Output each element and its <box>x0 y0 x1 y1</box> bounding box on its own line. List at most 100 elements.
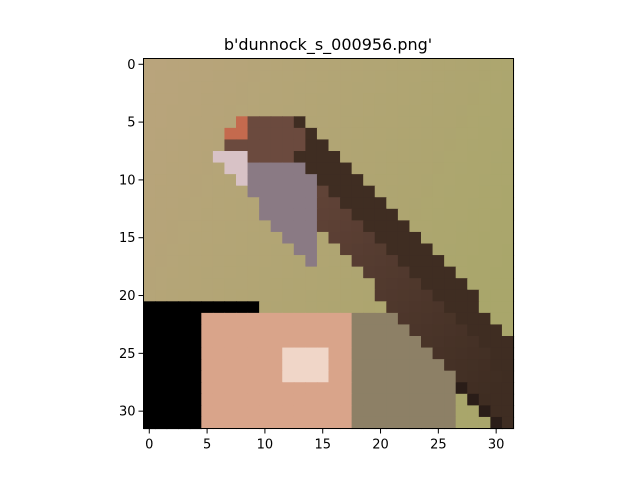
image-pixel <box>340 359 353 372</box>
image-pixel <box>467 359 480 372</box>
image-pixel <box>201 151 214 164</box>
image-pixel <box>259 278 272 291</box>
image-pixel <box>386 278 399 291</box>
image-pixel <box>490 243 503 256</box>
image-pixel <box>363 393 376 406</box>
image-pixel <box>328 347 341 360</box>
image-pixel <box>374 255 387 268</box>
image-pixel <box>421 127 434 141</box>
image-pixel <box>259 151 272 164</box>
image-pixel <box>432 231 445 245</box>
image-pixel <box>340 393 353 406</box>
image-pixel <box>178 266 191 279</box>
image-pixel <box>282 255 295 268</box>
image-pixel <box>212 416 226 430</box>
image-pixel <box>501 174 515 187</box>
image-pixel <box>305 301 318 314</box>
image-pixel <box>236 139 249 152</box>
image-pixel <box>316 151 330 164</box>
image-pixel <box>386 174 399 187</box>
image-pixel <box>478 416 491 430</box>
image-pixel <box>201 278 214 291</box>
image-pixel <box>409 266 422 279</box>
image-pixel <box>316 104 330 117</box>
image-pixel <box>224 347 237 360</box>
image-pixel <box>316 416 330 430</box>
image-pixel <box>421 220 434 233</box>
image-pixel <box>340 58 353 71</box>
image-pixel <box>444 93 457 106</box>
image-pixel <box>293 255 306 268</box>
image-pixel <box>501 220 515 233</box>
image-pixel <box>455 405 468 418</box>
image-pixel <box>259 266 272 279</box>
image-pixel <box>189 370 202 383</box>
image-pixel <box>270 324 283 337</box>
image-pixel <box>467 70 480 83</box>
image-pixel <box>201 139 214 152</box>
image-pixel <box>236 382 249 395</box>
image-pixel <box>282 93 295 106</box>
image-pixel <box>432 382 445 395</box>
pixel-image <box>143 58 515 430</box>
image-pixel <box>409 208 422 221</box>
image-pixel <box>282 185 295 198</box>
image-pixel <box>270 185 283 198</box>
image-pixel <box>282 197 295 210</box>
image-pixel <box>143 278 156 291</box>
image-pixel <box>386 324 399 337</box>
image-pixel <box>236 151 249 164</box>
image-pixel <box>455 382 468 395</box>
image-pixel <box>374 220 387 233</box>
image-pixel <box>490 151 503 164</box>
image-pixel <box>143 81 156 94</box>
image-pixel <box>397 231 411 245</box>
image-pixel <box>316 312 330 326</box>
image-pixel <box>351 174 364 187</box>
image-pixel <box>374 127 387 141</box>
image-pixel <box>501 81 515 94</box>
image-pixel <box>363 278 376 291</box>
image-pixel <box>201 231 214 245</box>
image-pixel <box>421 162 434 175</box>
image-pixel <box>467 405 480 418</box>
image-pixel <box>455 162 468 175</box>
image-pixel <box>421 289 434 302</box>
image-pixel <box>421 393 434 406</box>
image-pixel <box>143 93 156 106</box>
image-pixel <box>247 139 260 152</box>
image-pixel <box>259 185 272 198</box>
image-pixel <box>189 104 202 117</box>
image-pixel <box>178 93 191 106</box>
image-pixel <box>282 208 295 221</box>
image-pixel <box>397 347 411 360</box>
image-pixel <box>455 266 468 279</box>
image-pixel <box>409 278 422 291</box>
image-pixel <box>455 416 468 430</box>
image-pixel <box>478 312 491 326</box>
image-pixel <box>501 382 515 395</box>
image-pixel <box>328 243 341 256</box>
image-pixel <box>189 289 202 302</box>
image-pixel <box>363 347 376 360</box>
image-pixel <box>282 416 295 430</box>
image-pixel <box>328 104 341 117</box>
image-pixel <box>247 93 260 106</box>
image-pixel <box>270 58 283 71</box>
image-pixel <box>397 93 411 106</box>
image-pixel <box>259 220 272 233</box>
image-pixel <box>293 416 306 430</box>
image-pixel <box>421 243 434 256</box>
image-pixel <box>282 405 295 418</box>
image-pixel <box>340 370 353 383</box>
image-pixel <box>455 347 468 360</box>
image-pixel <box>316 370 330 383</box>
image-pixel <box>305 93 318 106</box>
image-pixel <box>444 139 457 152</box>
image-pixel <box>270 162 283 175</box>
image-pixel <box>201 243 214 256</box>
image-pixel <box>409 220 422 233</box>
image-pixel <box>166 266 179 279</box>
image-pixel <box>305 416 318 430</box>
image-pixel <box>455 220 468 233</box>
